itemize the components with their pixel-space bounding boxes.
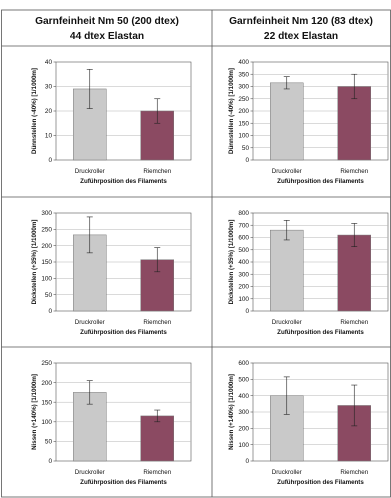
y-tick-label: 0 xyxy=(245,308,249,315)
x-axis-title: Zuführposition des Filaments xyxy=(80,178,167,185)
y-axis-title: Dickstellen (+35%) [1/1000m] xyxy=(31,220,38,305)
x-category-label: Druckroller xyxy=(272,469,302,476)
y-tick-label: 100 xyxy=(41,276,52,283)
y-axis-title: Dünnstellen (-40%) [1/1000m] xyxy=(31,68,38,154)
plot-frame xyxy=(55,362,192,462)
x-category-label: Druckroller xyxy=(75,168,105,175)
y-tick-label: 250 xyxy=(41,227,52,234)
y-tick-label: 100 xyxy=(238,296,249,303)
table-frame xyxy=(1,9,391,498)
y-tick-label: 200 xyxy=(41,380,52,387)
y-axis-title: Nissen (+140%) [1/1000m] xyxy=(31,374,38,450)
y-tick-label: 200 xyxy=(238,284,249,291)
x-category-label: Druckroller xyxy=(75,469,105,476)
bar-druckroller xyxy=(270,82,304,161)
y-tick-label: 400 xyxy=(238,393,249,400)
y-tick-label: 250 xyxy=(41,360,52,367)
x-category-label: Riemchen xyxy=(340,469,368,476)
y-tick-label: 200 xyxy=(238,426,249,433)
x-category-label: Riemchen xyxy=(143,319,171,326)
y-tick-label: 150 xyxy=(238,120,249,127)
y-tick-label: 30 xyxy=(45,84,53,91)
x-category-label: Riemchen xyxy=(340,319,368,326)
y-tick-label: 500 xyxy=(238,377,249,384)
y-tick-label: 20 xyxy=(45,108,53,115)
y-tick-label: 0 xyxy=(48,157,52,164)
bar-druckroller xyxy=(270,229,304,312)
x-category-label: Riemchen xyxy=(143,168,171,175)
header-col1-line1: Garnfeinheit Nm 50 (200 dtex) xyxy=(35,16,179,27)
bar-riemchen xyxy=(337,234,371,312)
x-category-label: Druckroller xyxy=(75,319,105,326)
y-tick-label: 500 xyxy=(238,247,249,254)
y-tick-label: 400 xyxy=(238,59,249,66)
chart-5: 0 50 100 150 200 250 Druckroller Riemchen Zuführ… xyxy=(31,360,192,486)
x-category-label: Riemchen xyxy=(143,469,171,476)
y-tick-label: 100 xyxy=(238,133,249,140)
header-col2-line1: Garnfeinheit Nm 120 (83 dtex) xyxy=(229,16,373,27)
header-col1-line2: 44 dtex Elastan xyxy=(70,31,144,42)
y-tick-label: 100 xyxy=(41,419,52,426)
x-category-label: Druckroller xyxy=(272,319,302,326)
y-tick-label: 50 xyxy=(45,439,53,446)
y-tick-label: 150 xyxy=(41,399,52,406)
chart-1: 0 10 20 30 40 Druckroller Riemchen Zuführpositi… xyxy=(31,59,192,185)
y-tick-label: 0 xyxy=(245,157,249,164)
y-tick-label: 50 xyxy=(45,292,53,299)
x-category-label: Riemchen xyxy=(340,168,368,175)
y-tick-label: 0 xyxy=(48,458,52,465)
y-tick-label: 350 xyxy=(238,71,249,78)
y-tick-label: 150 xyxy=(41,259,52,266)
y-tick-label: 10 xyxy=(45,133,53,140)
y-axis-title: Nissen (+140%) [1/1000m] xyxy=(228,374,235,450)
y-tick-label: 200 xyxy=(41,243,52,250)
bar-riemchen xyxy=(140,415,174,462)
x-axis-title: Zuführposition des Filaments xyxy=(80,479,167,486)
chart-2: 0 50 100 150 200 250 300 350 400 Druckroller Riemc… xyxy=(228,59,389,185)
y-tick-label: 300 xyxy=(238,84,249,91)
chart-3: 0 50 100 150 200 250 300 Druckroller Riemchen Zuf… xyxy=(31,210,192,336)
x-axis-title: Zuführposition des Filaments xyxy=(277,479,364,486)
y-tick-label: 250 xyxy=(238,96,249,103)
y-tick-label: 600 xyxy=(238,235,249,242)
y-tick-label: 800 xyxy=(238,210,249,217)
y-tick-label: 300 xyxy=(238,409,249,416)
x-axis-title: Zuführposition des Filaments xyxy=(80,329,167,336)
y-tick-label: 0 xyxy=(245,458,249,465)
y-tick-label: 50 xyxy=(242,145,250,152)
x-category-label: Druckroller xyxy=(272,168,302,175)
y-tick-label: 400 xyxy=(238,259,249,266)
chart-grid: 0 10 20 30 40 Druckroller Riemchen Zuführpositi… xyxy=(31,59,389,486)
header-col2-line2: 22 dtex Elastan xyxy=(264,31,338,42)
y-tick-label: 0 xyxy=(48,308,52,315)
y-tick-label: 700 xyxy=(238,222,249,229)
x-axis-title: Zuführposition des Filaments xyxy=(277,329,364,336)
chart-4: 0 100 200 300 400 500 600 700 800 Druckroller Riem… xyxy=(228,210,389,336)
x-axis-title: Zuführposition des Filaments xyxy=(277,178,364,185)
y-tick-label: 300 xyxy=(238,271,249,278)
y-tick-label: 100 xyxy=(238,442,249,449)
y-tick-label: 300 xyxy=(41,210,52,217)
y-tick-label: 600 xyxy=(238,360,249,367)
y-axis-title: Dünnstellen (-40%) [1/1000m] xyxy=(228,68,235,154)
y-axis-title: Dickstellen (+35%) [1/1000m] xyxy=(228,220,235,305)
y-tick-label: 40 xyxy=(45,59,53,66)
chart-6: 0 100 200 300 400 500 600 Druckroller Riemchen Zu… xyxy=(228,360,389,486)
y-tick-label: 200 xyxy=(238,108,249,115)
